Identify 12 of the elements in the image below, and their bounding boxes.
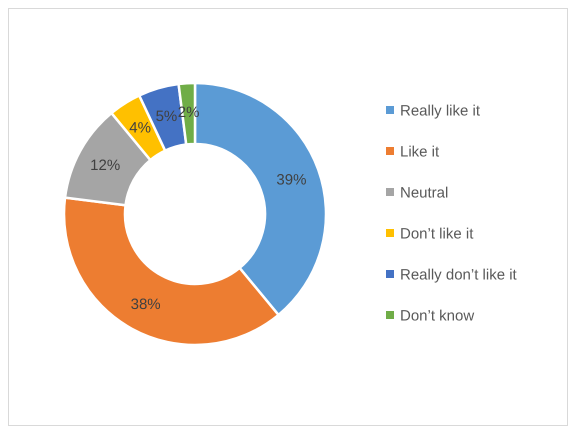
legend-label: Neutral <box>400 184 448 202</box>
legend-label: Don’t like it <box>400 225 474 242</box>
legend-label: Don’t know <box>400 307 474 324</box>
data-label: 4% <box>129 120 151 137</box>
data-label: 2% <box>178 104 200 121</box>
data-label: 12% <box>90 156 120 174</box>
legend-label: Really like it <box>400 102 481 120</box>
legend-label: Like it <box>400 143 440 160</box>
legend-label: Really don’t like it <box>400 266 518 284</box>
data-label: 38% <box>130 296 161 314</box>
data-label: 39% <box>276 172 306 189</box>
data-label: 5% <box>156 108 178 125</box>
